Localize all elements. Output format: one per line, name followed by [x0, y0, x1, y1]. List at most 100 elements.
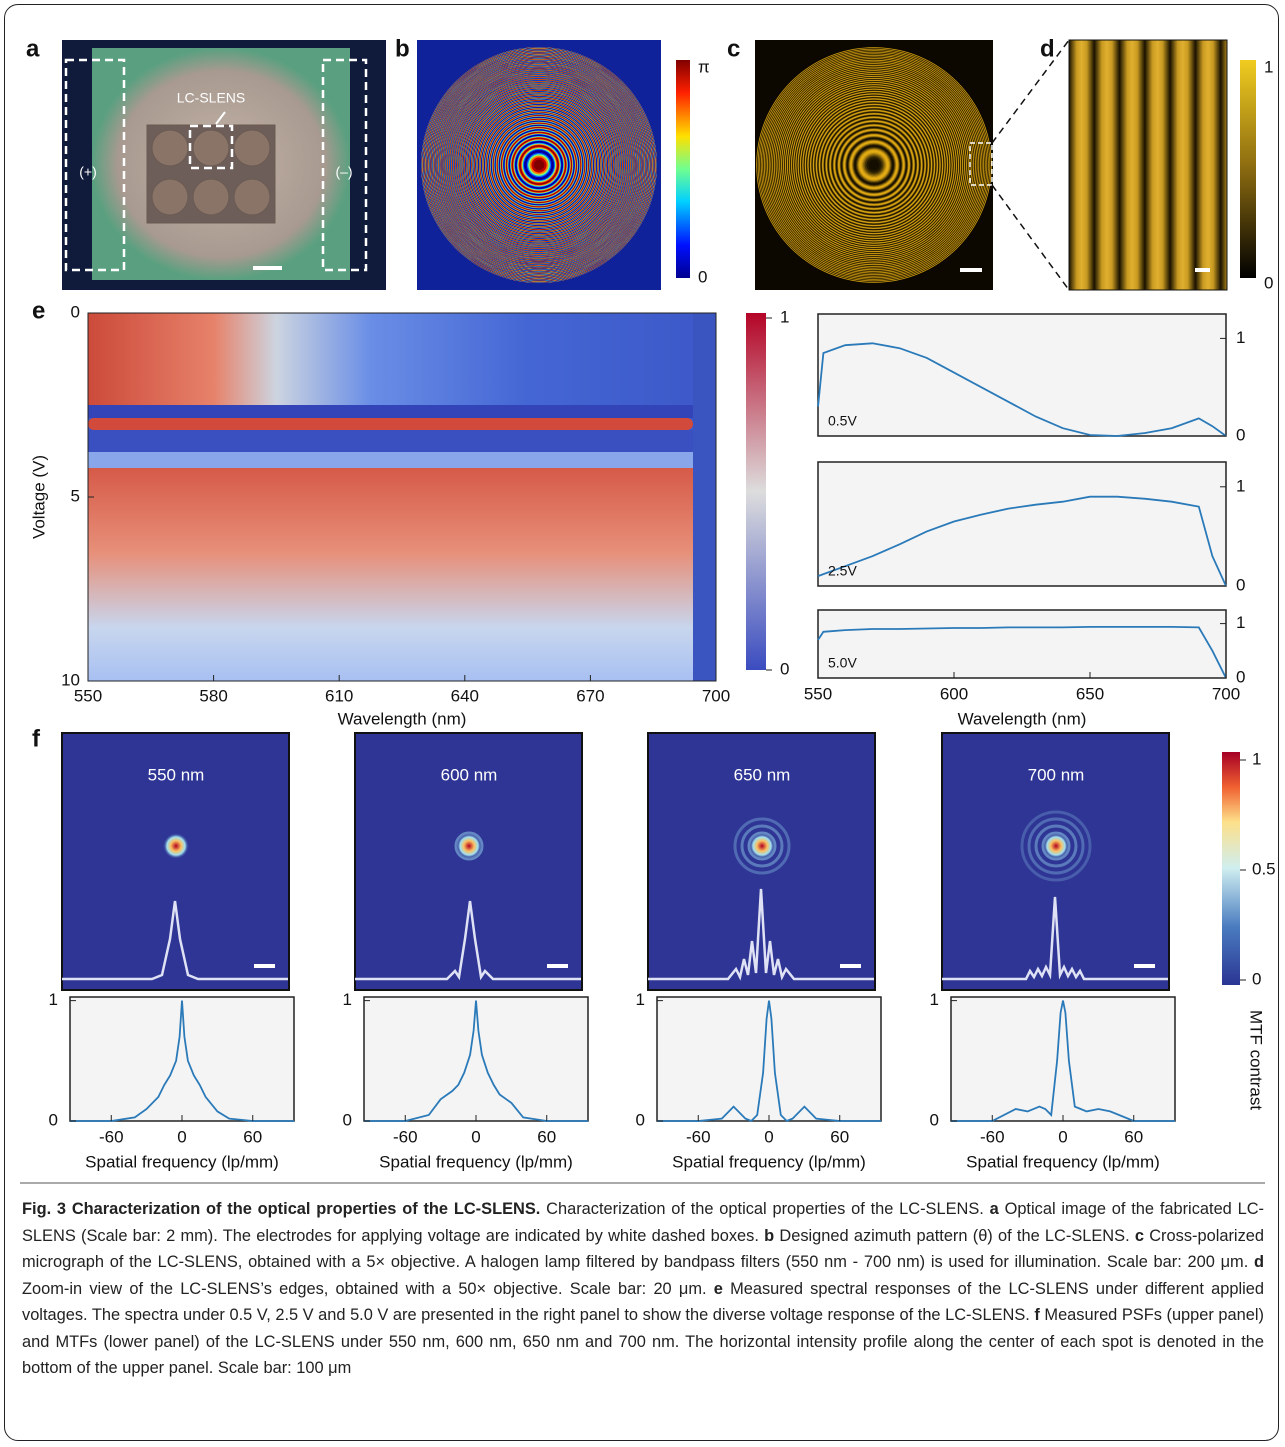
- panel-label: a: [26, 35, 40, 62]
- psf-image: [647, 732, 876, 991]
- x-tick-label: 640: [451, 686, 479, 705]
- x-tick-label: 700: [702, 686, 730, 705]
- x-tick-label: 0: [177, 1127, 186, 1146]
- annotation: (–): [335, 164, 352, 180]
- plot-area: [656, 996, 882, 1122]
- panel-label: b: [395, 35, 410, 62]
- psf-ring: [1027, 817, 1085, 875]
- x-tick-label: 0: [764, 1127, 773, 1146]
- colorbar-label: π: [698, 57, 710, 76]
- caption-text: c: [1134, 1226, 1144, 1245]
- y-tick-label: 0: [343, 1110, 352, 1129]
- series-label: 5.0V: [828, 655, 857, 671]
- caption-text: Characterization of the optical properti…: [540, 1200, 990, 1218]
- colorbar: [1240, 60, 1256, 278]
- x-axis-label: Spatial frequency (lp/mm): [672, 1152, 866, 1171]
- psf-image: [61, 732, 290, 991]
- x-tick-label: 670: [576, 686, 604, 705]
- psf-spot: [456, 833, 482, 859]
- plot-area: [817, 461, 1227, 587]
- line: [657, 1000, 881, 1123]
- annotation: LC-SLENS: [177, 90, 245, 106]
- series-label: 2.5V: [828, 563, 857, 579]
- heatmap-image: [88, 313, 716, 681]
- y-tick-label: 1: [1236, 476, 1245, 495]
- y-tick-label: 0: [636, 1110, 645, 1129]
- psf-image: [354, 732, 583, 991]
- colorbar-label: 1: [1252, 749, 1261, 768]
- colorbar-label: 1: [780, 307, 789, 326]
- x-axis-label: Spatial frequency (lp/mm): [379, 1152, 573, 1171]
- ring: [533, 159, 545, 171]
- y-axis-label: MTF contrast: [1247, 1010, 1266, 1110]
- psf-ring: [1034, 824, 1078, 868]
- x-axis-label: Wavelength (nm): [338, 709, 467, 728]
- y-tick-label: 1: [343, 990, 352, 1009]
- x-tick-label: 60: [830, 1127, 849, 1146]
- x-axis-label: Spatial frequency (lp/mm): [966, 1152, 1160, 1171]
- colorbar: [746, 313, 766, 670]
- panel-c-image: [755, 40, 993, 290]
- colorbar-label: 0.5: [1252, 859, 1276, 878]
- plot-area: [817, 313, 1227, 437]
- y-tick-label: 0: [930, 1110, 939, 1129]
- psf-title: 700 nm: [1028, 765, 1085, 784]
- ring: [868, 159, 880, 171]
- panel-label: d: [1040, 35, 1055, 62]
- psf-ring: [1020, 810, 1092, 882]
- plot-area: [69, 996, 295, 1122]
- psf-profile: [942, 896, 1168, 981]
- colorbar-label: 0: [780, 659, 789, 678]
- psf-spot: [163, 833, 189, 859]
- line: [817, 495, 1227, 587]
- x-tick-label: 0: [1058, 1127, 1067, 1146]
- psf-images: 550 nm 600 nm 650 nm 700 nm: [61, 732, 1170, 991]
- caption-text: a: [989, 1200, 999, 1218]
- x-tick-label: -60: [686, 1127, 711, 1146]
- x-tick-label: 550: [74, 686, 102, 705]
- psf-title: 550 nm: [148, 765, 205, 784]
- annotation: (+): [79, 164, 97, 180]
- x-tick-label: 610: [325, 686, 353, 705]
- x-tick-label: 580: [199, 686, 227, 705]
- x-tick-label: 600: [940, 684, 968, 703]
- colorbar-label: 0: [698, 267, 707, 286]
- figure: LC-SLENS (+) (–) π 0 1 0 550 nm 600 nm 650…: [20, 35, 1276, 1184]
- x-tick-label: 550: [804, 684, 832, 703]
- panel-b-image: [417, 40, 661, 290]
- y-tick-label: 1: [1236, 328, 1245, 347]
- y-tick-label: 0: [49, 1110, 58, 1129]
- psf-spot: [1043, 833, 1069, 859]
- y-tick-label: 0: [1236, 425, 1245, 444]
- caption-text: e: [713, 1279, 723, 1298]
- zoom-lines: [991, 39, 1070, 291]
- colorbar: [676, 60, 690, 278]
- line: [70, 1000, 294, 1122]
- y-tick-label: 5: [71, 486, 80, 505]
- plot-area: [950, 996, 1176, 1122]
- caption-text: b: [764, 1226, 775, 1245]
- x-tick-label: -60: [980, 1127, 1005, 1146]
- x-axis-label: Spatial frequency (lp/mm): [85, 1152, 279, 1171]
- y-tick-label: 1: [1236, 613, 1245, 632]
- x-tick-label: 60: [243, 1127, 262, 1146]
- caption-text: Measured PSFs (upper panel) and MTFs (lo…: [22, 1306, 1264, 1377]
- y-tick-label: 0: [71, 302, 80, 321]
- psf-title: 650 nm: [734, 765, 791, 784]
- line: [817, 626, 1227, 679]
- psf-profile: [62, 900, 288, 981]
- x-tick-label: -60: [393, 1127, 418, 1146]
- caption-text: Zoom-in view of the LC-SLENS’s edges, ob…: [22, 1279, 714, 1298]
- y-tick-label: 1: [636, 990, 645, 1009]
- x-tick-label: 60: [1124, 1127, 1143, 1146]
- psf-image: [941, 732, 1170, 991]
- panel-a-image: LC-SLENS (+) (–): [62, 40, 386, 290]
- y-tick-label: 1: [49, 990, 58, 1009]
- caption-text: Measured spectral responses of the LC-SL…: [22, 1279, 1264, 1325]
- y-tick-label: 0: [1236, 667, 1245, 686]
- colorbar: [1222, 752, 1240, 985]
- colorbar-label: 0: [1252, 969, 1261, 988]
- caption-text: Designed azimuth pattern (θ) of the LC-S…: [774, 1226, 1135, 1245]
- caption-text: Cross-polarized micrograph of the LC-SLE…: [22, 1226, 1264, 1272]
